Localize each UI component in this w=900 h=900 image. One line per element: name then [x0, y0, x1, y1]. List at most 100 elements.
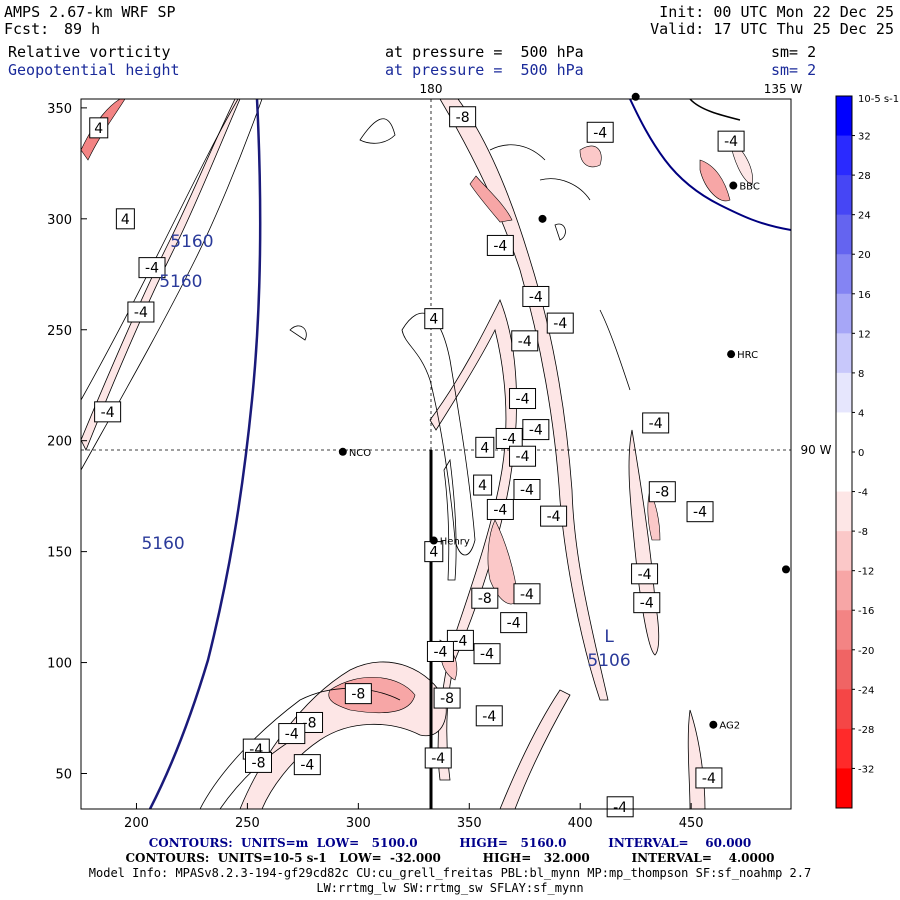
contour-label: -4 — [513, 583, 541, 605]
contour-label-text: -8 — [440, 691, 454, 707]
y-tick-label: 300 — [47, 213, 72, 228]
colorbar-label: -8 — [858, 527, 868, 538]
contour-label-box — [475, 436, 495, 458]
colorbar-segment — [836, 412, 852, 453]
contour-label-text: -4 — [493, 502, 507, 518]
colorbar-label: 4 — [858, 408, 864, 419]
contour-label: -8 — [648, 481, 676, 503]
contour-label-text: -4 — [502, 431, 516, 447]
x-tick-label: 300 — [346, 816, 371, 831]
contour-label-text: -4 — [518, 334, 532, 350]
contour-label-text: -4 — [529, 423, 543, 439]
footer-model-info: Model Info: MPASv8.2.3-194-gf29cd82c CU:… — [88, 866, 812, 880]
contour-label-box — [540, 505, 568, 527]
contour-label: 4 — [89, 117, 109, 139]
colorbar-segment — [836, 135, 852, 176]
contour-label: -4 — [94, 401, 122, 423]
station-marker — [538, 214, 547, 223]
contour-label-text: -4 — [145, 261, 159, 277]
contour-label-text: -4 — [453, 633, 467, 649]
contour-label: -4 — [509, 445, 537, 467]
field2-smooth: sm= 2 — [771, 61, 817, 79]
contour-label-box — [586, 121, 614, 143]
contour-label-text: -4 — [529, 289, 543, 305]
low-value: 5106 — [587, 651, 630, 671]
contour-label-text: -4 — [516, 449, 530, 465]
contour-label: -4 — [486, 498, 514, 520]
colorbar-label: -12 — [858, 567, 874, 578]
contour-label-box — [522, 285, 550, 307]
contour-label-box — [424, 308, 444, 330]
contour-label-text: -4 — [702, 771, 716, 787]
colorbar-label: -24 — [858, 685, 874, 696]
field2-level: at pressure = 500 hPa — [385, 61, 584, 79]
contour-label: -4 — [495, 427, 523, 449]
contour-label-box — [513, 583, 541, 605]
low-symbol: L — [604, 627, 614, 647]
contour-label-text: -4 — [134, 305, 148, 321]
footer-vorticity-contours: CONTOURS: UNITS=10-5 s-1 LOW= -32.000 HI… — [125, 851, 775, 865]
contour-label: -8 — [449, 106, 477, 128]
contour-label-text: -4 — [433, 644, 447, 660]
contour-label: -4 — [486, 234, 514, 256]
colorbar-label: 8 — [858, 369, 864, 380]
colorbar: 32 28 24 20 16 12 8 4 0 -4 -8 -12 -16 -20 -24 -28 -32 — [835, 95, 874, 809]
contour-label-box — [642, 412, 670, 434]
contour-label: -8 — [344, 683, 372, 705]
field1-name: Relative vorticity — [8, 43, 171, 61]
field1-smooth: sm= 2 — [771, 43, 817, 61]
contour-label-text: -4 — [724, 134, 738, 150]
contour-label: -4 — [633, 592, 661, 614]
contour-label: -4 — [546, 312, 574, 334]
colorbar-label: 0 — [858, 448, 864, 459]
contour-label-text: 4 — [429, 545, 438, 561]
contour-label-box — [522, 419, 550, 441]
colorbar-segment — [836, 768, 852, 809]
colorbar-segment — [836, 610, 852, 651]
colorbar-segment — [836, 96, 852, 137]
contour-label-text: -8 — [303, 715, 317, 731]
height-contours — [148, 99, 262, 809]
station-marker — [631, 92, 640, 101]
contour-label: -4 — [424, 747, 452, 769]
station-marker — [709, 720, 718, 729]
colorbar-segment — [836, 293, 852, 334]
contour-label: -4 — [522, 285, 550, 307]
contour-label-text: -4 — [101, 405, 115, 421]
contour-label-text: -4 — [285, 727, 299, 743]
contour-label-box — [115, 208, 135, 230]
contour-label-box — [245, 751, 272, 773]
y-tick-label: 100 — [47, 657, 72, 672]
colorbar-segment — [836, 491, 852, 532]
station-marker — [338, 447, 347, 456]
parallel-label-90w: 90 W — [801, 443, 832, 457]
colorbar-label: 16 — [858, 290, 871, 301]
contour-label-text: -4 — [431, 751, 445, 767]
colorbar-segment — [836, 333, 852, 374]
contour-label-text: -8 — [351, 687, 365, 703]
contour-label: -8 — [471, 587, 499, 609]
x-tick-label: 250 — [235, 816, 260, 831]
x-tick-label: 400 — [568, 816, 593, 831]
x-axis: 200 250 300 350 400 450 — [124, 803, 704, 831]
y-tick-label: 150 — [47, 546, 72, 561]
init-time: Init: 00 UTC Mon 22 Dec 25 — [659, 3, 894, 21]
station-label: AG2 — [719, 721, 740, 732]
colorbar-label: 28 — [858, 171, 871, 182]
contour-label: 4 — [475, 436, 495, 458]
contour-label-text: -4 — [649, 416, 663, 432]
contour-label-box — [278, 723, 306, 745]
contour-label-text: -8 — [252, 755, 266, 771]
contour-label-box — [686, 501, 714, 523]
contour-label-box — [509, 445, 537, 467]
contour-label: -4 — [540, 505, 568, 527]
contour-label: -4 — [278, 723, 306, 745]
contour-label: -4 — [513, 479, 541, 500]
contour-label-text: 4 — [429, 312, 438, 328]
contour-label-box — [486, 234, 514, 256]
contour-label-box — [475, 705, 503, 727]
colorbar-label: 20 — [858, 250, 871, 261]
contour-label-box — [606, 796, 634, 818]
contour-label-text: -8 — [456, 110, 470, 126]
